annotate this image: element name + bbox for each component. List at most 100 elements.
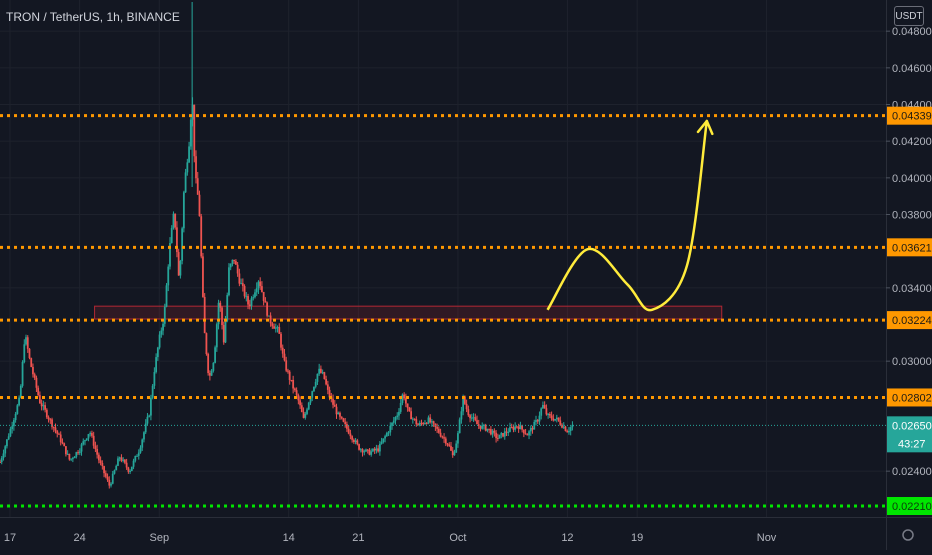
candle-body <box>273 326 275 329</box>
candle-body <box>44 405 46 410</box>
candle-body <box>384 436 386 439</box>
candle-body <box>264 300 267 303</box>
time-tick-label: 19 <box>631 532 643 544</box>
candle-body <box>47 417 50 420</box>
candle-body <box>156 347 159 358</box>
candle-body <box>427 417 430 424</box>
candle-body <box>103 466 105 474</box>
candle-body <box>42 405 45 407</box>
candle-body <box>378 443 381 452</box>
candle-body <box>498 434 501 439</box>
candle-body <box>507 431 510 433</box>
candle-body <box>448 444 451 447</box>
candle-body <box>255 288 258 293</box>
candle-body <box>110 483 112 486</box>
candle-body <box>391 422 393 426</box>
candle-body <box>382 438 385 443</box>
candle-body <box>58 433 60 435</box>
candle-body <box>363 451 366 453</box>
candle-body <box>571 424 574 428</box>
price-tick-label: 0.04200 <box>892 136 932 148</box>
candle-body <box>82 441 85 445</box>
candle-body <box>89 433 92 435</box>
candle-body <box>413 418 416 420</box>
candle-body <box>354 440 357 442</box>
candle-body <box>372 448 374 452</box>
candle-body <box>509 427 511 432</box>
candle-body <box>174 213 177 228</box>
time-tick-label: Nov <box>757 532 777 544</box>
candle-body <box>281 347 284 354</box>
candle-body <box>451 450 454 456</box>
candle-body <box>352 439 355 442</box>
candle-body <box>182 192 185 229</box>
candle-body <box>248 304 251 307</box>
candle-body <box>254 292 256 298</box>
candle-body <box>134 455 137 461</box>
candle-body <box>26 337 29 349</box>
candle-body <box>231 259 234 264</box>
candle-body <box>370 451 373 455</box>
candle-body <box>502 433 504 437</box>
candle-body <box>514 426 517 430</box>
candle-body <box>389 425 392 433</box>
candle-body <box>32 366 34 375</box>
candle-body <box>477 424 480 426</box>
candle-body <box>101 462 104 467</box>
candle-body <box>450 446 452 451</box>
candle-body <box>314 381 317 387</box>
candle-body <box>203 296 206 334</box>
candle-body <box>441 436 444 438</box>
candle-body <box>28 348 31 359</box>
candle-body <box>106 476 109 480</box>
candle-body <box>356 440 359 445</box>
candle-body <box>0 457 3 463</box>
candle-body <box>52 426 55 428</box>
candle-body <box>436 426 439 429</box>
candle-body <box>321 372 324 374</box>
candle-body <box>484 424 487 431</box>
candle-body <box>169 243 171 267</box>
candle-body <box>113 470 116 474</box>
candle-body <box>139 447 142 453</box>
candle-body <box>548 413 551 416</box>
candle-body <box>535 420 537 422</box>
candle-body <box>35 377 38 388</box>
candle-body <box>188 146 190 163</box>
candle-body <box>33 374 36 378</box>
time-tick-label: 24 <box>74 532 86 544</box>
candle-body <box>56 430 59 434</box>
candle-body <box>325 378 328 385</box>
candle-body <box>505 431 508 433</box>
candle-body <box>404 398 407 404</box>
candle-body <box>512 427 515 430</box>
candle-body <box>247 296 249 305</box>
candle-body <box>302 412 305 418</box>
time-tick-label: Sep <box>149 532 169 544</box>
candle-body <box>226 295 229 321</box>
candle-body <box>266 302 269 316</box>
candle-body <box>517 426 520 430</box>
candle-body <box>111 473 114 484</box>
candle-body <box>323 372 326 379</box>
candle-body <box>385 433 388 437</box>
candle-body <box>288 371 291 380</box>
candle-body <box>63 443 66 447</box>
candle-body <box>439 432 442 437</box>
candle-body <box>529 428 532 432</box>
currency-badge[interactable]: USDT <box>894 6 924 26</box>
candle-body <box>562 426 565 428</box>
candle-body <box>309 397 312 403</box>
price-tick-label: 0.03400 <box>892 283 932 295</box>
candle-body <box>85 438 88 441</box>
candle-body <box>489 429 492 435</box>
candle-body <box>236 264 239 274</box>
candle-body <box>472 417 475 419</box>
candle-body <box>455 443 458 453</box>
candle-body <box>65 446 67 455</box>
candle-body <box>177 252 180 276</box>
candle-body <box>431 421 433 423</box>
level-price-tag <box>887 106 932 125</box>
